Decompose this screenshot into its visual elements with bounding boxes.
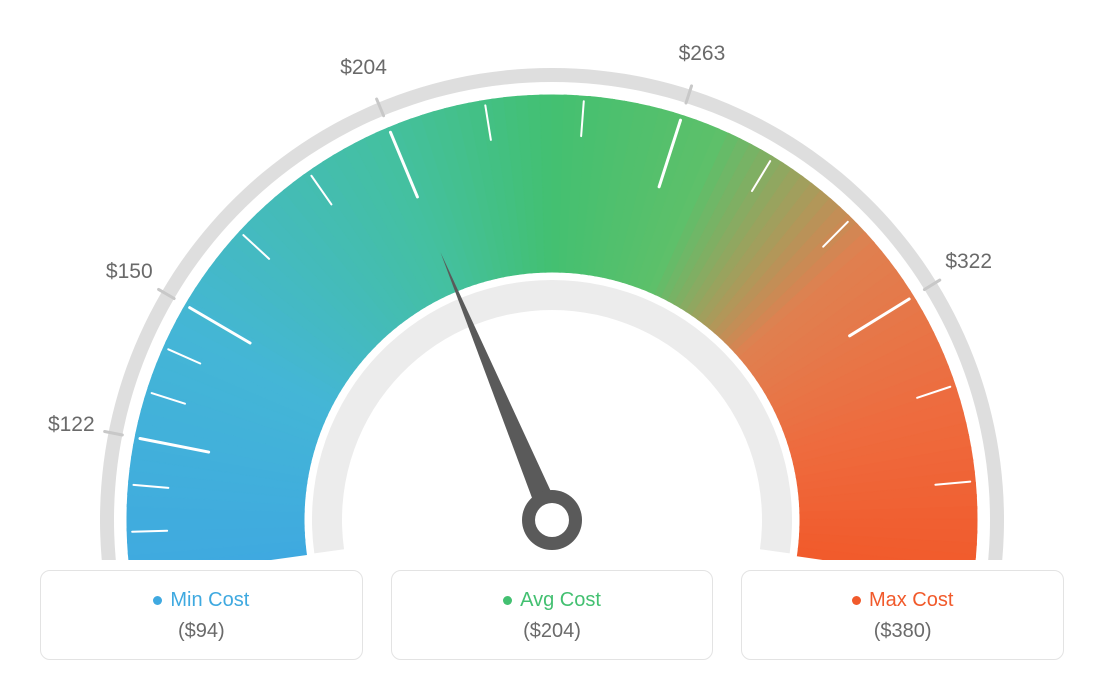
- legend-card-max: Max Cost ($380): [741, 570, 1064, 660]
- dot-icon: [852, 596, 861, 605]
- legend-title-min: Min Cost: [153, 589, 249, 612]
- legend-title-max: Max Cost: [852, 589, 953, 612]
- gauge-tick-label: $322: [945, 250, 992, 274]
- legend-row: Min Cost ($94) Avg Cost ($204) Max Cost …: [40, 570, 1064, 660]
- gauge-tick-label: $263: [679, 42, 726, 66]
- legend-title-label: Avg Cost: [520, 589, 601, 612]
- gauge-svg: [0, 0, 1104, 560]
- legend-card-min: Min Cost ($94): [40, 570, 363, 660]
- gauge-tick-label: $150: [106, 260, 153, 284]
- dot-icon: [153, 596, 162, 605]
- gauge-tick-label: $204: [340, 56, 387, 80]
- legend-title-avg: Avg Cost: [503, 589, 601, 612]
- legend-value-min: ($94): [51, 620, 352, 643]
- legend-title-label: Min Cost: [170, 589, 249, 612]
- gauge-chart: $94$122$150$204$263$322$380: [0, 0, 1104, 560]
- legend-value-max: ($380): [752, 620, 1053, 643]
- dot-icon: [503, 596, 512, 605]
- gauge-tick-label: $122: [48, 413, 95, 437]
- legend-value-avg: ($204): [402, 620, 703, 643]
- legend-title-label: Max Cost: [869, 589, 953, 612]
- legend-card-avg: Avg Cost ($204): [391, 570, 714, 660]
